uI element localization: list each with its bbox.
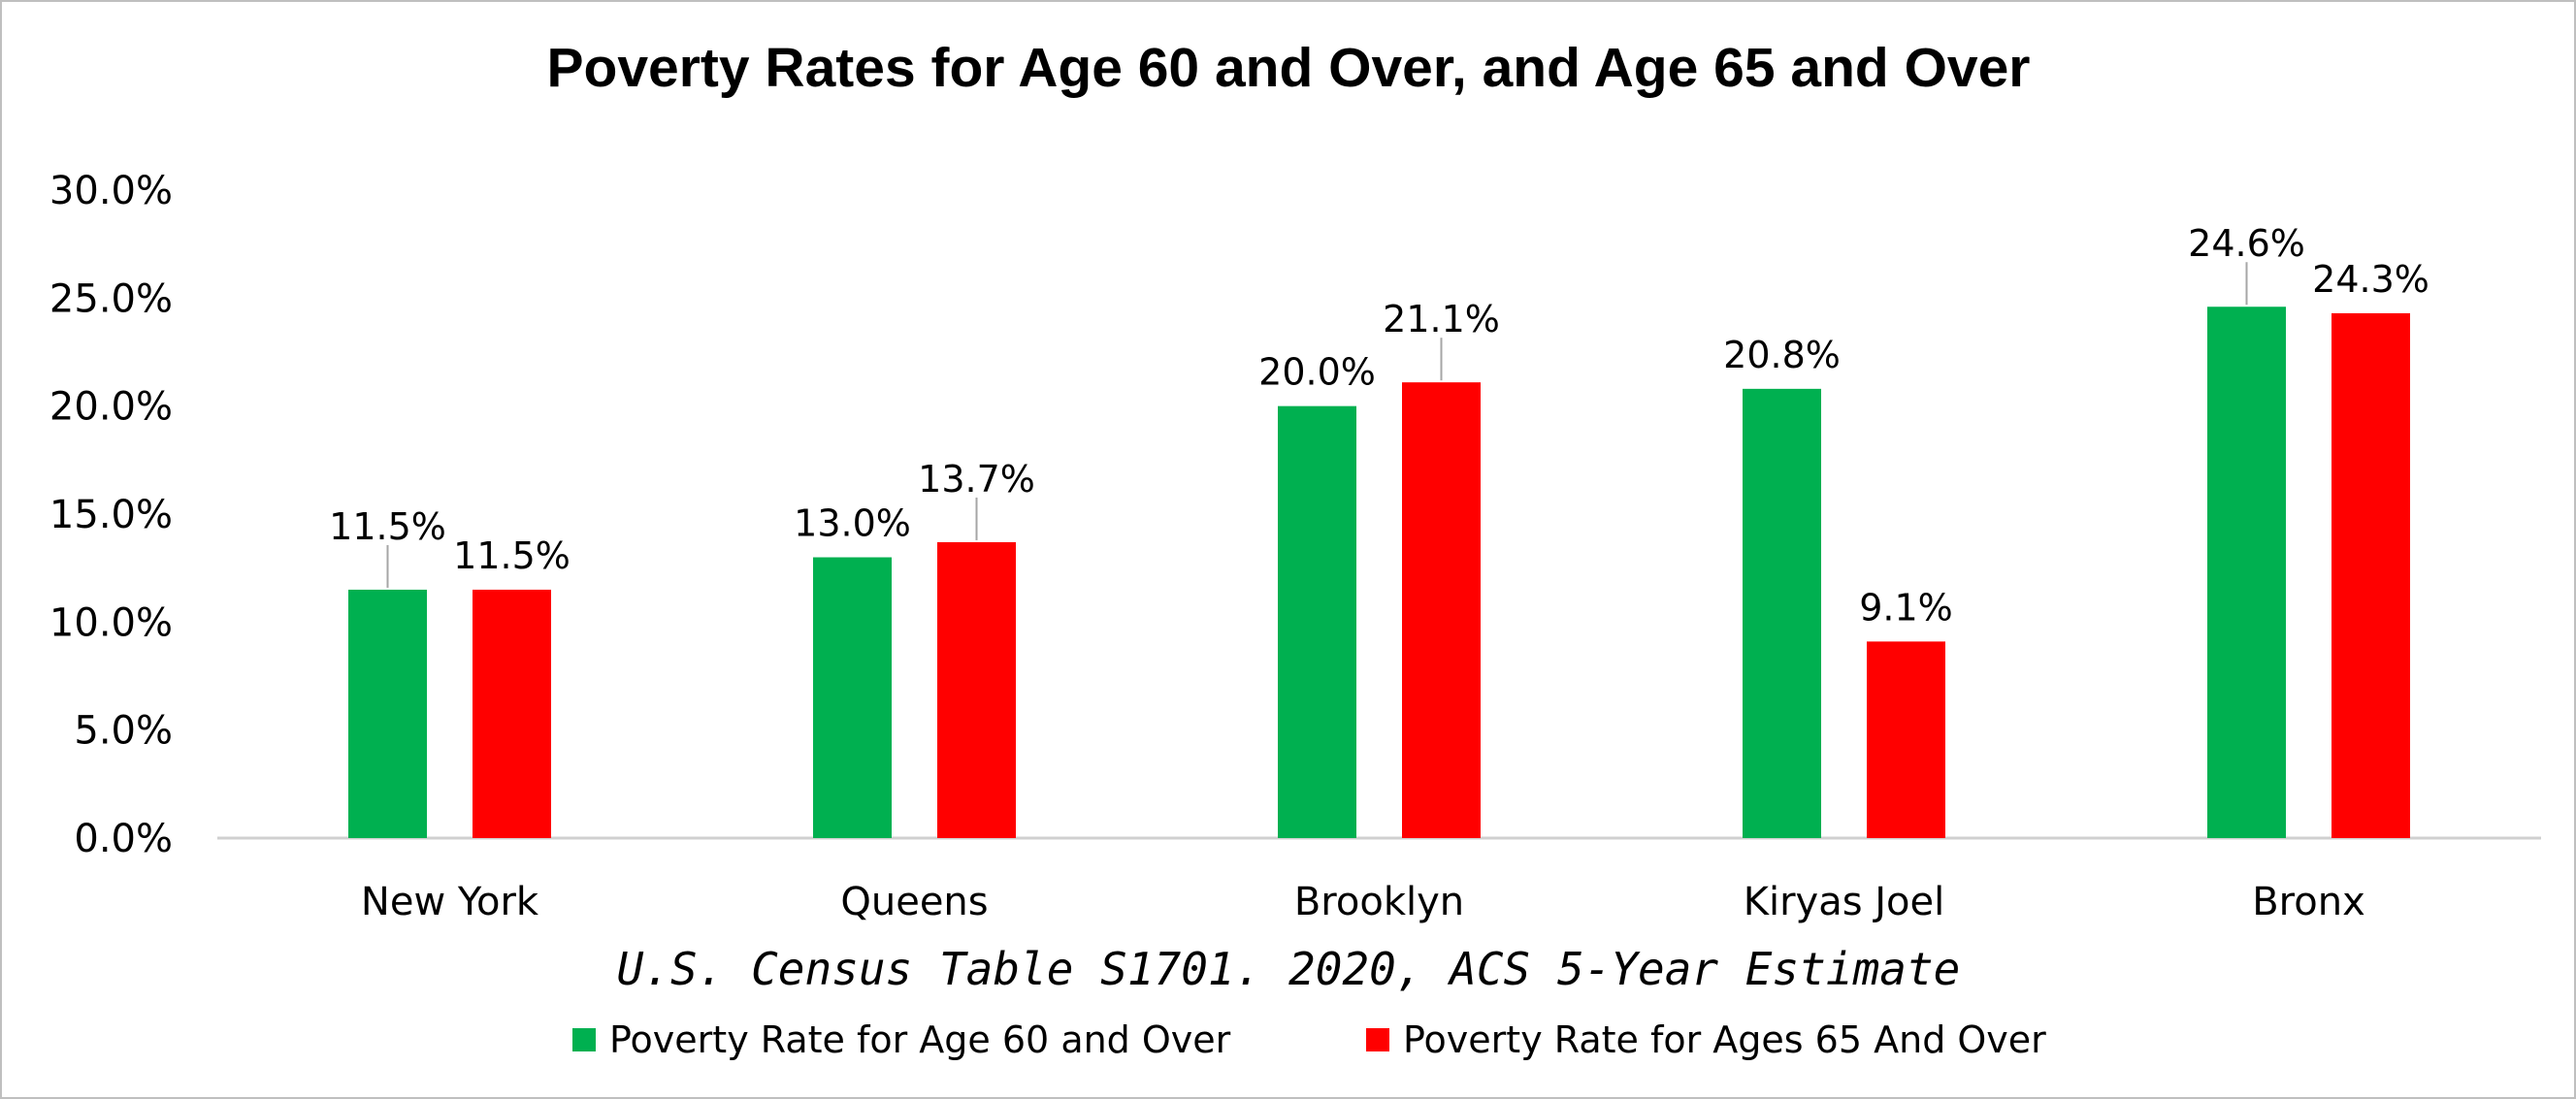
x-tick-label: Brooklyn xyxy=(1294,880,1464,924)
y-tick-label: 0.0% xyxy=(74,817,173,861)
data-label: 24.6% xyxy=(2188,222,2305,265)
data-label: 13.7% xyxy=(918,458,1035,501)
bar xyxy=(1743,388,1821,838)
bar xyxy=(1867,641,1945,838)
data-label: 13.0% xyxy=(794,502,911,545)
legend-label: Poverty Rate for Age 60 and Over xyxy=(609,1018,1231,1061)
legend-swatch xyxy=(1366,1028,1389,1051)
bar xyxy=(937,541,1016,838)
data-label: 11.5% xyxy=(329,505,446,548)
y-tick-label: 15.0% xyxy=(49,493,173,537)
bar xyxy=(1278,405,1356,838)
bar xyxy=(2331,312,2410,838)
data-label: 24.3% xyxy=(2312,258,2429,301)
x-axis: New York Queens Brooklyn Kiryas Joel Bronx xyxy=(361,880,2365,924)
y-tick-label: 20.0% xyxy=(49,385,173,430)
chart-title: Poverty Rates for Age 60 and Over, and A… xyxy=(546,37,2030,99)
bar xyxy=(2207,307,2286,838)
data-labels: 11.5%11.5% 13.0%13.7% 20.0%21.1% 20.8% 9.1% 2… xyxy=(329,222,2429,629)
x-tick-label: New York xyxy=(361,880,539,924)
legend-swatch xyxy=(572,1028,596,1051)
y-tick-label: 5.0% xyxy=(74,709,173,754)
data-label: 9.1% xyxy=(1859,586,1953,629)
data-label: 11.5% xyxy=(453,534,571,577)
legend: Poverty Rate for Age 60 and Over Poverty … xyxy=(572,1018,2046,1061)
y-tick-label: 30.0% xyxy=(49,169,173,213)
y-tick-label: 25.0% xyxy=(49,276,173,321)
bar xyxy=(1402,382,1481,838)
x-tick-label: Queens xyxy=(840,880,988,924)
y-tick-label: 10.0% xyxy=(49,600,173,645)
bar xyxy=(473,589,551,838)
x-axis-label: U.S. Census Table S1701. 2020, ACS 5-Yea… xyxy=(617,943,1961,995)
data-label: 20.8% xyxy=(1723,334,1841,376)
data-label: 21.1% xyxy=(1383,298,1500,340)
y-axis: 0.0% 5.0% 10.0% 15.0% 20.0% 25.0% 30.0% xyxy=(49,169,173,861)
bar xyxy=(348,589,427,838)
legend-label: Poverty Rate for Ages 65 And Over xyxy=(1403,1018,2046,1061)
data-label-leader-lines xyxy=(386,262,2248,588)
data-label: 20.0% xyxy=(1258,351,1376,394)
x-tick-label: Kiryas Joel xyxy=(1744,880,1945,924)
bar xyxy=(813,557,892,838)
x-tick-label: Bronx xyxy=(2252,880,2365,924)
bars xyxy=(348,307,2410,838)
